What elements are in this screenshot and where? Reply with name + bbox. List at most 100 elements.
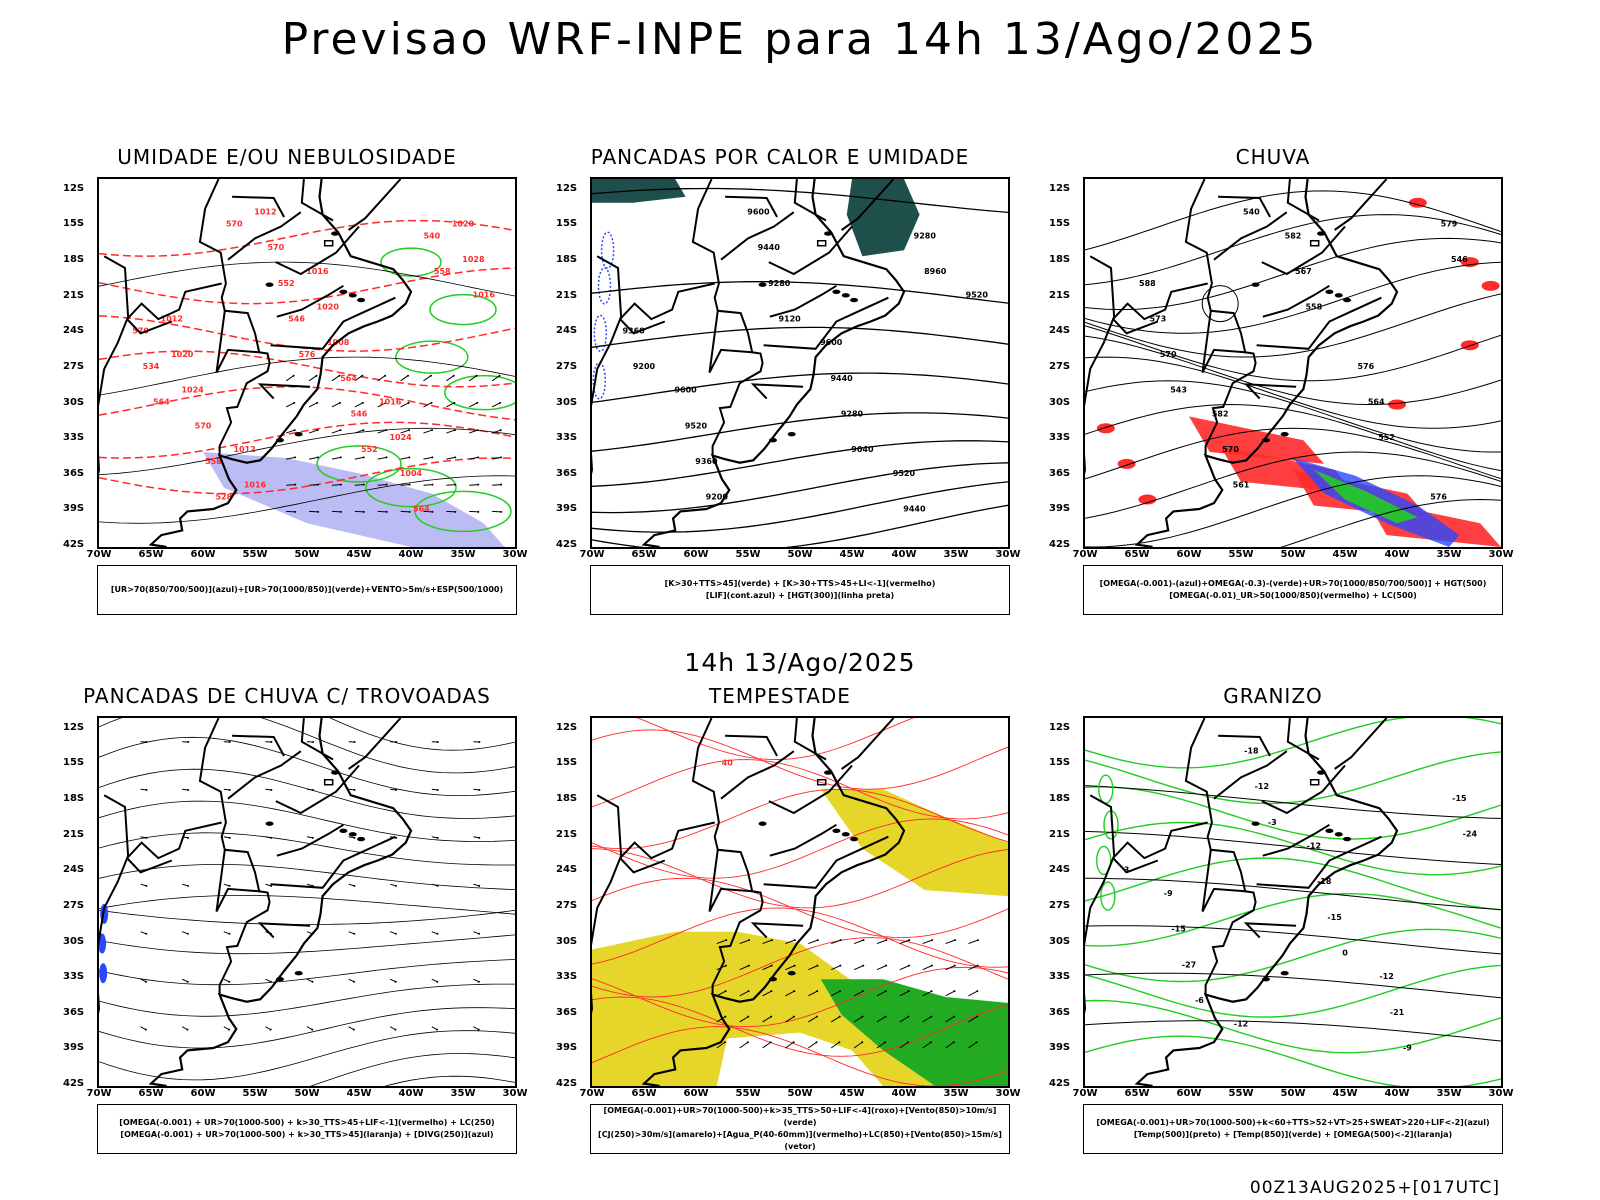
contour-label: 588 xyxy=(1139,279,1156,288)
lon-tick-label: 50W xyxy=(1280,549,1306,560)
lon-tick-label: 70W xyxy=(1072,549,1098,560)
lon-tick-label: 60W xyxy=(1176,1088,1202,1099)
lat-tick-label: 33S xyxy=(1049,432,1071,444)
lat-tick-label: 30S xyxy=(63,935,85,947)
lon-tick-label: 65W xyxy=(1124,549,1150,560)
lon-tick-label: 50W xyxy=(787,549,813,560)
lat-tick-label: 42S xyxy=(1049,1078,1071,1089)
contour-label: 546 xyxy=(1451,255,1468,264)
lon-tick-label: 30W xyxy=(995,549,1021,560)
lat-tick-label: 36S xyxy=(1049,467,1071,479)
contour-label: 9600 xyxy=(674,386,697,395)
legend-line: [CJ(250)>30m/s](amarelo)+[Agua_P(40-60mm… xyxy=(598,1130,1002,1151)
contour-label: -21 xyxy=(1390,1008,1405,1017)
lon-tick-label: 55W xyxy=(242,549,268,560)
contour-label: 534 xyxy=(143,362,160,371)
contour-label: 9040 xyxy=(851,445,874,454)
contour-label: -27 xyxy=(1182,960,1196,969)
panel-legend: [OMEGA(-0.001)-(azul)+OMEGA(-0.3)-(verde… xyxy=(1083,565,1503,615)
contour-label: 573 xyxy=(1149,314,1166,323)
legend-line: [OMEGA(-0.001)+UR>70(1000-500)+k<60+TTS>… xyxy=(1096,1118,1490,1127)
contour-label: -12 xyxy=(1255,782,1269,791)
contour-label: 1012 xyxy=(161,314,183,323)
contour-label: -15 xyxy=(1327,913,1342,922)
contour-label: 8960 xyxy=(924,267,947,276)
contour-label: 576 xyxy=(299,350,316,359)
panel-title: CHUVA xyxy=(1235,145,1311,169)
contour-label: 1016 xyxy=(244,481,267,490)
contour-label: 552 xyxy=(1378,433,1395,442)
contour-label: 1004 xyxy=(400,469,423,478)
lat-tick-label: 15S xyxy=(556,757,578,769)
lat-tick-label: 30S xyxy=(1049,935,1071,947)
legend-line: [K>30+TTS>45](verde) + [K>30+TTS>45+LI<-… xyxy=(664,579,936,588)
lat-tick-label: 36S xyxy=(1049,1006,1071,1018)
panel-chuva: CHUVA 12S 15S 18S 21S 24S 27S 30S 33S 36S 39S 42S 70… xyxy=(1043,145,1513,645)
contour-label: 570 xyxy=(132,326,149,335)
contour-label: 1020 xyxy=(171,350,194,359)
contour-label: 9200 xyxy=(706,493,729,502)
lat-tick-label: 36S xyxy=(556,1006,578,1018)
lon-tick-label: 60W xyxy=(683,1088,709,1099)
contour-label: 558 xyxy=(1305,303,1322,312)
contour-label: 9440 xyxy=(830,374,853,383)
lon-tick-label: 55W xyxy=(1228,549,1254,560)
lon-tick-label: 70W xyxy=(86,549,112,560)
contour-label: -12 xyxy=(1234,1020,1248,1029)
lat-tick-label: 39S xyxy=(1049,1042,1071,1054)
contour-label: 1024 xyxy=(181,386,204,395)
contour-label: 570 xyxy=(195,421,212,430)
lat-tick-label: 42S xyxy=(63,1078,85,1089)
contour-label: 552 xyxy=(278,279,295,288)
legend-line: [OMEGA(-0.001)-(azul)+OMEGA(-0.3)-(verde… xyxy=(1099,579,1487,588)
lat-tick-label: 12S xyxy=(63,182,85,194)
contour-label: 9600 xyxy=(820,338,843,347)
contour-label: 570 xyxy=(226,219,243,228)
contour-label: 543 xyxy=(1170,386,1187,395)
lon-tick-label: 45W xyxy=(346,1088,372,1099)
contour-label: 579 xyxy=(1441,219,1458,228)
lon-tick-label: 55W xyxy=(1228,1088,1254,1099)
lon-tick-label: 35W xyxy=(450,1088,476,1099)
contour-label: 1012 xyxy=(254,208,276,217)
contour-label: 1016 xyxy=(379,398,402,407)
contour-label: 1016 xyxy=(473,291,496,300)
contour-label: 3 xyxy=(1124,865,1130,874)
contour-label: 528 xyxy=(215,493,232,502)
contour-label: 564 xyxy=(1368,398,1385,407)
lat-tick-label: 36S xyxy=(556,467,578,479)
contour-label: 9440 xyxy=(903,504,926,513)
lat-tick-label: 12S xyxy=(63,721,85,733)
lon-tick-label: 50W xyxy=(294,1088,320,1099)
contour-label: 546 xyxy=(288,314,305,323)
lat-tick-label: 24S xyxy=(63,325,85,337)
legend-line: [UR>70(850/700/500)](azul)+[UR>70(1000/8… xyxy=(110,585,504,594)
lat-tick-label: 21S xyxy=(1049,289,1071,301)
lat-tick-label: 15S xyxy=(556,218,578,230)
lon-tick-label: 50W xyxy=(294,549,320,560)
lon-tick-label: 70W xyxy=(1072,1088,1098,1099)
map-trovoadas xyxy=(97,716,517,1088)
contour-label: 540 xyxy=(1243,208,1260,217)
contour-label: -15 xyxy=(1171,925,1186,934)
contour-label: 0 xyxy=(1342,948,1348,957)
panel-trovoadas: PANCADAS DE CHUVA C/ TROVOADAS 12S 15S 18S 2… xyxy=(57,684,527,1184)
lon-tick-label: 60W xyxy=(190,549,216,560)
contour-label: 1020 xyxy=(317,303,340,312)
lon-tick-label: 60W xyxy=(190,1088,216,1099)
lon-tick-label: 55W xyxy=(735,549,761,560)
lat-tick-label: 36S xyxy=(63,1006,85,1018)
lat-tick-label: 27S xyxy=(1049,360,1071,372)
contour-label: -18 xyxy=(1244,747,1259,756)
lat-tick-label: 30S xyxy=(556,935,578,947)
panel-legend: [K>30+TTS>45](verde) + [K>30+TTS>45+LI<-… xyxy=(590,565,1010,615)
lat-tick-label: 33S xyxy=(556,432,578,444)
panel-legend: [OMEGA(-0.001)+UR>70(1000-500)+k>35_TTS>… xyxy=(590,1104,1010,1154)
lat-tick-label: 24S xyxy=(63,864,85,876)
lat-tick-label: 18S xyxy=(556,793,578,805)
lat-tick-label: 15S xyxy=(63,757,85,769)
panel-legend: [OMEGA(-0.001) + UR>70(1000-500) + k>30_… xyxy=(97,1104,517,1154)
lat-tick-label: 36S xyxy=(63,467,85,479)
map-granizo: -9 -12 -12 -12 -15 -15 -18 -18 -21 -24 -27 -12 -15 -9… xyxy=(1083,716,1503,1088)
contour-label: 558 xyxy=(205,457,222,466)
